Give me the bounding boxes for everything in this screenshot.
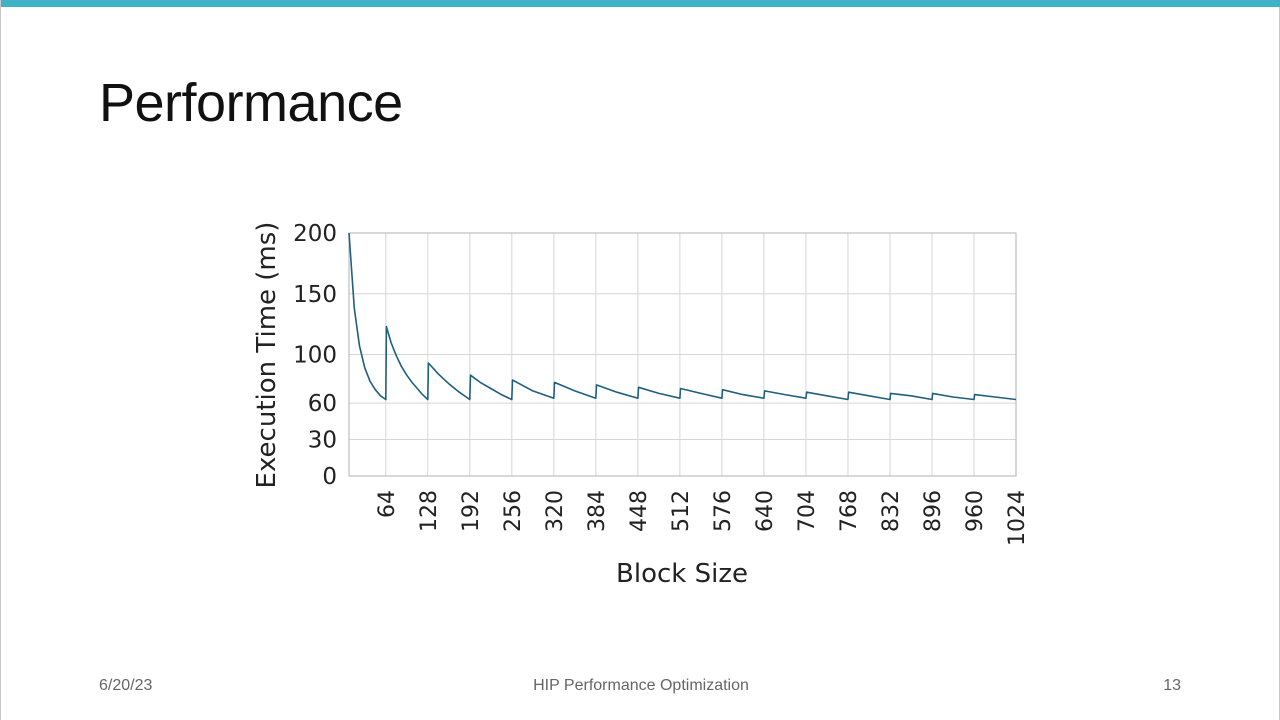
y-tick-label: 100 — [293, 343, 337, 369]
x-tick-label: 128 — [417, 490, 442, 532]
x-tick-label: 384 — [585, 490, 610, 532]
series-line-execution-time — [348, 232, 1017, 401]
x-tick-label: 1024 — [1005, 490, 1030, 546]
x-tick-label: 576 — [711, 490, 736, 532]
x-tick-label: 704 — [795, 490, 820, 532]
y-tick-label: 60 — [308, 391, 337, 417]
x-tick-label: 640 — [753, 490, 778, 532]
y-tick-label: 0 — [322, 464, 337, 490]
x-tick-label: 768 — [837, 490, 862, 532]
y-tick-label: 150 — [293, 282, 337, 308]
x-axis-label: Block Size — [616, 559, 748, 589]
x-tick-label: 256 — [501, 490, 526, 532]
footer-date: 6/20/23 — [99, 677, 153, 694]
x-tick-label: 960 — [963, 490, 988, 532]
page-number: 13 — [1163, 677, 1181, 694]
y-tick-label: 200 — [293, 221, 337, 247]
accent-bar — [1, 0, 1280, 7]
line-chart: 0 30 60 100 150 200 64 128 192 256 320 384 448 512 57… — [252, 221, 1030, 589]
x-tick-label: 896 — [921, 490, 946, 532]
x-tick-label: 192 — [459, 490, 484, 532]
y-tick-labels: 0 30 60 100 150 200 — [293, 221, 337, 490]
x-tick-label: 448 — [627, 490, 652, 532]
x-tick-labels: 64 128 192 256 320 384 448 512 576 640 704 768 832 89… — [375, 490, 1030, 546]
y-axis-label: Execution Time (ms) — [252, 222, 282, 489]
slide-title: Performance — [99, 73, 403, 133]
footer-title: HIP Performance Optimization — [533, 677, 749, 694]
x-tick-label: 320 — [543, 490, 568, 532]
x-tick-label: 512 — [669, 490, 694, 532]
y-tick-label: 30 — [308, 428, 337, 454]
x-tick-label: 832 — [879, 490, 904, 532]
plot-frame — [348, 232, 1017, 477]
x-tick-label: 64 — [375, 490, 400, 518]
grid — [349, 232, 1017, 477]
